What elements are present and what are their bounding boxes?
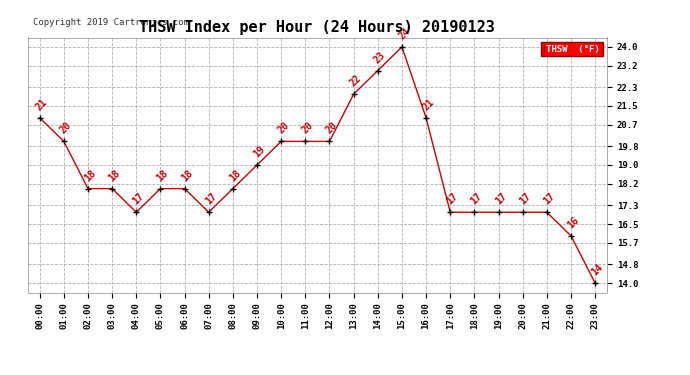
Text: 17: 17 — [130, 191, 146, 207]
Text: 18: 18 — [155, 168, 170, 183]
Text: 18: 18 — [106, 168, 122, 183]
Text: 17: 17 — [203, 191, 219, 207]
Text: 18: 18 — [82, 168, 98, 183]
Text: 17: 17 — [469, 191, 484, 207]
Text: 21: 21 — [420, 97, 436, 112]
Legend: THSW  (°F): THSW (°F) — [541, 42, 602, 56]
Text: 20: 20 — [275, 120, 291, 136]
Text: 22: 22 — [348, 73, 364, 88]
Text: 24: 24 — [396, 26, 412, 41]
Text: 17: 17 — [517, 191, 533, 207]
Text: 19: 19 — [251, 144, 267, 159]
Title: THSW Index per Hour (24 Hours) 20190123: THSW Index per Hour (24 Hours) 20190123 — [139, 20, 495, 35]
Text: 17: 17 — [444, 191, 460, 207]
Text: 18: 18 — [227, 168, 243, 183]
Text: 23: 23 — [372, 50, 388, 65]
Text: 18: 18 — [179, 168, 195, 183]
Text: 20: 20 — [299, 120, 315, 136]
Text: 21: 21 — [34, 97, 50, 112]
Text: Copyright 2019 Cartronics.com: Copyright 2019 Cartronics.com — [33, 18, 189, 27]
Text: 17: 17 — [541, 191, 557, 207]
Text: 20: 20 — [324, 120, 339, 136]
Text: 20: 20 — [58, 120, 74, 136]
Text: 14: 14 — [589, 262, 605, 278]
Text: 16: 16 — [565, 215, 581, 230]
Text: 17: 17 — [493, 191, 509, 207]
